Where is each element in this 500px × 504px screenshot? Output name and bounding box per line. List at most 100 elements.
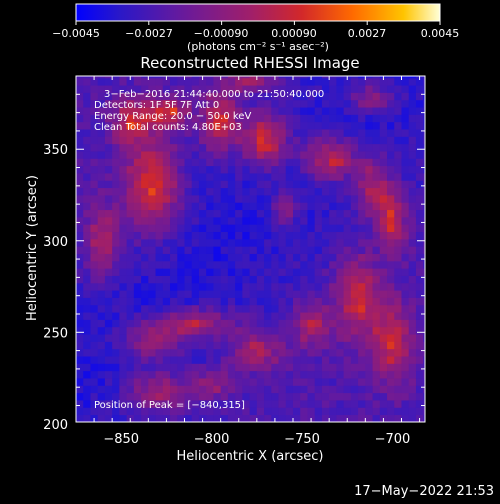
heatmap-cell [191, 173, 200, 181]
heatmap-cell [264, 180, 272, 189]
heatmap-cell [300, 385, 308, 394]
heatmap-cell [162, 136, 171, 145]
heatmap-cell [264, 253, 272, 262]
heatmap-cell [148, 370, 156, 379]
heatmap-cell [170, 151, 178, 159]
heatmap-cell [177, 107, 185, 115]
heatmap-cell [365, 370, 373, 379]
heatmap-cell [191, 253, 200, 262]
chart-title: Reconstructed RHESSI Image [140, 54, 359, 72]
heatmap-cell [264, 173, 272, 181]
heatmap-cell [350, 99, 359, 108]
heatmap-cell [162, 260, 171, 269]
heatmap-cell [126, 238, 135, 247]
heatmap-cell [170, 158, 178, 167]
heatmap-cell [278, 356, 287, 364]
heatmap-cell [285, 370, 294, 379]
heatmap-cell [300, 231, 308, 240]
heatmap-cell [162, 216, 171, 225]
heatmap-cell [271, 224, 279, 233]
heatmap-cell [401, 414, 410, 422]
heatmap-cell [162, 194, 171, 203]
heatmap-cell [358, 231, 366, 240]
heatmap-cell [292, 246, 301, 254]
heatmap-cell [126, 341, 135, 350]
heatmap-cell [329, 173, 337, 181]
heatmap-cell [285, 246, 294, 254]
heatmap-cell [401, 348, 410, 357]
heatmap-cell [358, 334, 366, 342]
heatmap-cell [76, 107, 84, 115]
heatmap-cell [235, 143, 243, 152]
heatmap-cell [76, 356, 84, 364]
heatmap-cell [249, 246, 258, 254]
heatmap-cell [314, 92, 323, 101]
heatmap-cell [343, 400, 352, 408]
heatmap-cell [271, 253, 279, 262]
heatmap-cell [394, 356, 402, 364]
heatmap-cell [321, 99, 330, 108]
heatmap-cell [162, 334, 171, 342]
heatmap-cell [83, 180, 91, 189]
heatmap-cell [198, 224, 207, 233]
heatmap-cell [206, 356, 214, 364]
heatmap-cell [307, 304, 316, 313]
heatmap-cell [227, 202, 236, 211]
heatmap-cell [372, 385, 381, 394]
heatmap-cell [307, 216, 316, 225]
heatmap-cell [358, 268, 366, 276]
heatmap-cell [191, 341, 200, 350]
heatmap-cell [256, 158, 265, 167]
heatmap-cell [408, 407, 417, 416]
heatmap-cell [76, 173, 84, 181]
heatmap-cell [90, 326, 99, 335]
heatmap-cell [372, 194, 381, 203]
heatmap-cell [227, 114, 236, 123]
heatmap-cell [350, 231, 359, 240]
heatmap-cell [343, 194, 352, 203]
heatmap-cell [314, 76, 323, 79]
heatmap-cell [220, 282, 229, 291]
heatmap-cell [76, 253, 84, 262]
heatmap-cell [104, 334, 113, 342]
heatmap-cell [307, 378, 316, 386]
heatmap-cell [213, 341, 222, 350]
heatmap-cell [133, 348, 142, 357]
heatmap-cell [329, 275, 337, 284]
heatmap-cell [133, 385, 142, 394]
heatmap-cell [177, 85, 185, 93]
heatmap-cell [83, 136, 91, 145]
heatmap-cell [300, 319, 308, 328]
heatmap-cell [119, 326, 128, 335]
heatmap-cell [292, 209, 301, 218]
heatmap-cell [249, 363, 258, 372]
heatmap-cell [358, 121, 366, 130]
heatmap-cell [141, 136, 149, 145]
heatmap-cell [213, 363, 222, 372]
heatmap-cell [365, 202, 373, 211]
heatmap-cell [133, 143, 142, 152]
heatmap-cell [292, 224, 301, 233]
heatmap-cell [401, 231, 410, 240]
heatmap-cell [104, 114, 113, 123]
heatmap-cell [256, 187, 265, 196]
heatmap-cell [213, 187, 222, 196]
heatmap-cell [256, 312, 265, 320]
heatmap-cell [300, 136, 308, 145]
heatmap-cell [300, 246, 308, 254]
heatmap-cell [104, 246, 113, 254]
heatmap-cell [271, 92, 279, 101]
heatmap-cell [126, 99, 135, 108]
heatmap-cell [372, 253, 381, 262]
heatmap-cell [401, 312, 410, 320]
heatmap-cell [314, 282, 323, 291]
heatmap-cell [372, 392, 381, 401]
heatmap-cell [126, 121, 135, 130]
heatmap-cell [321, 290, 330, 298]
heatmap-cell [83, 165, 91, 174]
heatmap-cell [256, 414, 265, 422]
heatmap-cell [155, 282, 164, 291]
heatmap-cell [235, 246, 243, 254]
heatmap-cell [300, 129, 308, 137]
heatmap-cell [343, 136, 352, 145]
